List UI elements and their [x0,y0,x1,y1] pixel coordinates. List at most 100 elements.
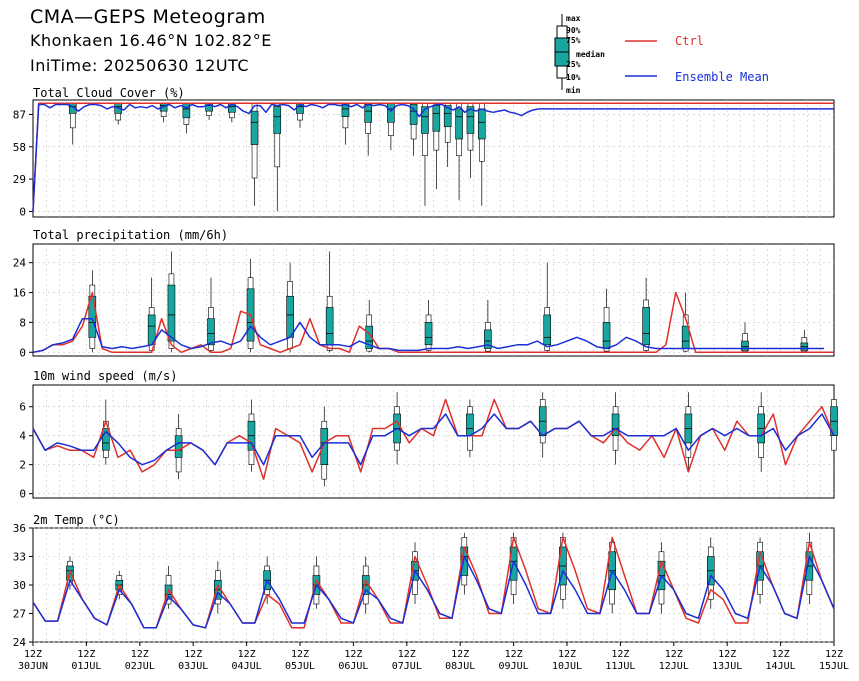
init-time-label: IniTime: 20250630 12UTC [30,56,250,75]
x-axis: 12Z30JUN12Z01JUL12Z02JUL12Z03JUL12Z04JUL… [18,642,849,672]
y-tick-label: 33 [13,551,26,564]
x-tick-date: 05JUL [285,661,315,672]
legend-box-label-4: 25% [566,60,581,69]
x-tick-date: 14JUL [766,661,796,672]
y-tick-label: 6 [19,401,26,414]
box-inner [602,322,611,349]
ensemble-mean-line [32,413,835,466]
x-tick-date: 08JUL [445,661,475,672]
box-inner [432,105,441,132]
y-tick-label: 24 [13,257,27,270]
ctrl-line [32,291,834,354]
ctrl-line [32,102,834,212]
box-inner [325,307,334,346]
box-inner [611,413,620,437]
location-label: Khonkaen 16.46°N 102.82°E [30,31,272,50]
x-tick-date: 10JUL [552,661,582,672]
y-tick-label: 36 [13,522,26,535]
x-tick-date: 11JUL [605,661,635,672]
box-inner [207,318,215,346]
legend-box-label-1: 90% [566,26,581,35]
y-tick-label: 87 [13,108,26,121]
x-tick-hour: 12Z [398,649,416,660]
x-tick-hour: 12Z [344,649,362,660]
panel-1: Total precipitation (mm/6h) 0 8 16 24 [13,228,835,359]
box-inner [466,413,474,437]
box-inner [167,284,176,342]
ensemble-mean-line [32,555,835,629]
y-tick-label: 0 [19,205,26,218]
x-tick-hour: 12Z [505,649,523,660]
panel-title: 10m wind speed (m/s) [33,369,178,383]
y-tick-label: 27 [13,608,26,621]
y-tick-label: 24 [13,636,27,649]
x-tick-hour: 12Z [718,649,736,660]
page-title: CMA—GEPS Meteogram [30,6,266,28]
panel-2: 10m wind speed (m/s) 0 2 4 6 [19,369,838,501]
box-inner [102,428,110,451]
box-inner [182,103,191,119]
x-tick-hour: 12Z [77,649,95,660]
x-tick-hour: 12Z [665,649,683,660]
box-inner [364,104,372,123]
x-tick-date: 03JUL [178,661,208,672]
box-inner [250,110,259,145]
box-inner [466,106,475,134]
y-tick-label: 2 [19,459,26,472]
x-tick-hour: 12Z [611,649,629,660]
box-inner [484,329,492,349]
y-tick-label: 30 [13,579,26,592]
x-tick-hour: 12Z [24,649,42,660]
y-tick-label: 0 [19,346,26,359]
x-tick-date: 09JUL [499,661,529,672]
x-tick-date: 01JUL [71,661,101,672]
y-tick-label: 58 [13,141,26,154]
x-tick-date: 07JUL [392,661,422,672]
panel-3: 2m Temp (°C) 24 27 30 33 36 [13,513,835,649]
legend-box-label-2: 75% [566,36,581,45]
legend-mean-label: Ensemble Mean [675,70,769,84]
box-inner [443,105,452,128]
x-tick-date: 04JUL [232,661,262,672]
box-inner [477,108,486,140]
ensemble-mean-line [32,317,825,354]
y-tick-label: 0 [19,488,26,501]
legend-ctrl-label: Ctrl [675,34,704,48]
box-inner [543,314,552,346]
panel-title: Total Cloud Cover (%) [33,86,185,100]
x-tick-date: 12JUL [659,661,689,672]
x-tick-date: 15JUL [819,661,849,672]
box-inner [365,325,374,349]
x-tick-hour: 12Z [825,649,843,660]
box-inner [421,106,429,134]
x-tick-hour: 12Z [451,649,469,660]
box-inner [741,340,749,351]
y-tick-label: 16 [13,287,26,300]
x-tick-hour: 12Z [291,649,309,660]
box-inner [455,108,463,140]
x-tick-hour: 12Z [184,649,202,660]
panel-title: Total precipitation (mm/6h) [33,228,228,242]
box-inner [642,307,650,346]
y-tick-label: 29 [13,173,26,186]
legend-box-label-6: min [566,85,581,95]
x-tick-hour: 12Z [238,649,256,660]
y-tick-label: 8 [19,316,26,329]
x-tick-date: 02JUL [125,661,155,672]
panel-0: Total Cloud Cover (%) 0 29 58 87 [13,86,835,218]
x-tick-hour: 12Z [131,649,149,660]
panel-title: 2m Temp (°C) [33,513,120,527]
x-tick-date: 30JUN [18,661,48,672]
x-tick-date: 13JUL [712,661,742,672]
legend-box-label-5: 10% [566,73,581,82]
box-inner [174,435,183,458]
ensemble-mean-line [32,103,834,212]
legend-box-label-0: max [566,14,581,23]
x-tick-date: 06JUL [338,661,368,672]
x-tick-hour: 12Z [558,649,576,660]
box-inner [387,103,395,123]
box-inner [286,295,294,338]
y-tick-label: 4 [19,430,26,443]
